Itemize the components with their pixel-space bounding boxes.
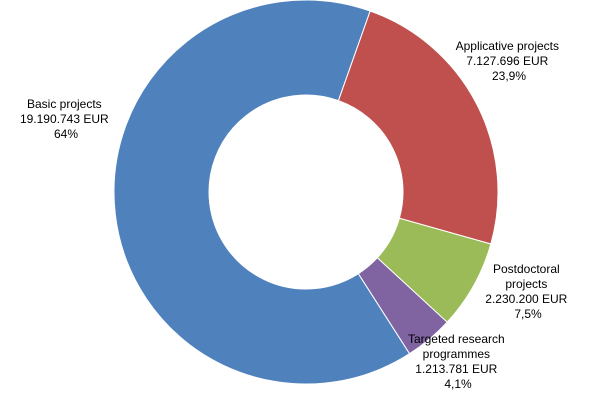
label-basic-line-1: Basic projects	[27, 97, 102, 111]
slice-applicative	[337, 10, 499, 245]
label-applicative: Applicative projects 7.127.696 EUR 23,9%	[456, 39, 563, 83]
label-postdoctoral-line-1: Postdoctoral	[493, 262, 560, 276]
label-basic-line-2: 19.190.743 EUR	[20, 112, 109, 126]
label-targeted-line-1: Targeted research	[408, 332, 505, 346]
label-applicative-line-2: 7.127.696 EUR	[466, 54, 548, 68]
label-postdoctoral: Postdoctoral projects 2.230.200 EUR 7,5%	[485, 262, 570, 321]
label-basic: Basic projects 19.190.743 EUR 64%	[20, 97, 112, 141]
label-postdoctoral-line-2: projects	[505, 277, 547, 291]
label-applicative-line-3: 23,9%	[492, 69, 526, 83]
label-targeted: Targeted research programmes 1.213.781 E…	[408, 332, 508, 391]
label-targeted-line-3: 1.213.781 EUR	[415, 362, 497, 376]
label-postdoctoral-line-4: 7,5%	[514, 307, 542, 321]
label-targeted-line-4: 4,1%	[444, 377, 472, 391]
label-basic-line-3: 64%	[54, 127, 78, 141]
label-targeted-line-2: programmes	[423, 347, 490, 361]
donut-slices	[113, 0, 499, 385]
slice-basic	[113, 0, 411, 385]
label-applicative-line-1: Applicative projects	[456, 39, 559, 53]
label-postdoctoral-line-3: 2.230.200 EUR	[485, 292, 567, 306]
